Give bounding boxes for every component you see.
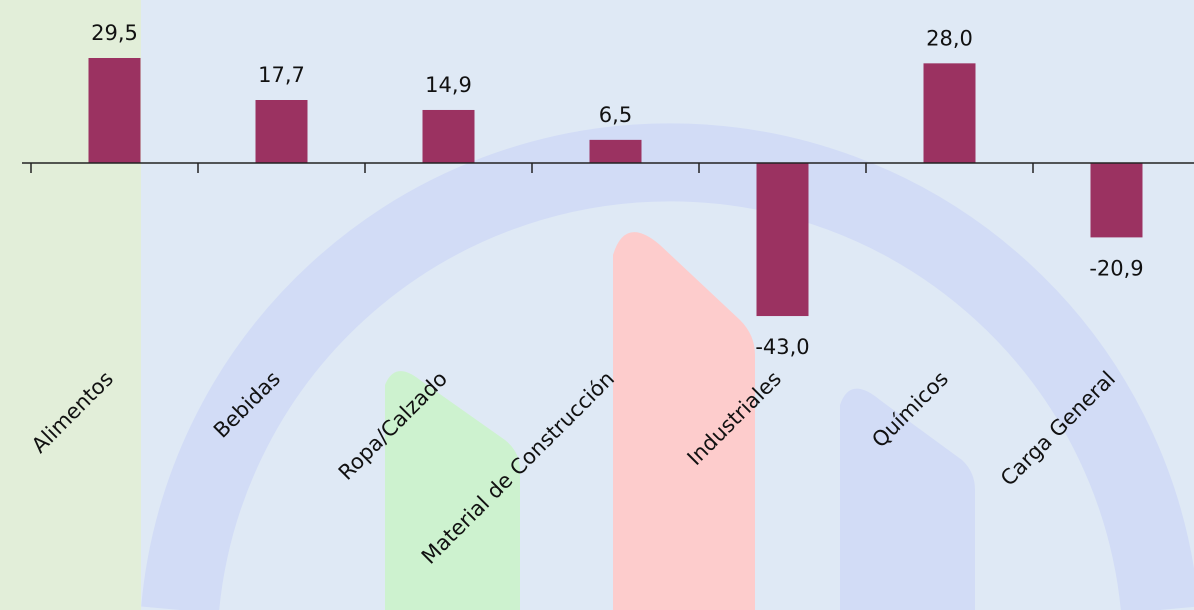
bar	[756, 163, 809, 317]
decorative-shape	[840, 388, 975, 610]
value-label: 29,5	[91, 21, 138, 45]
bar	[923, 63, 976, 163]
value-label: 6,5	[599, 103, 632, 127]
decorative-shape	[385, 371, 520, 610]
decorative-shape	[613, 232, 755, 610]
value-label: 28,0	[926, 26, 973, 50]
bar	[589, 139, 642, 163]
bar	[255, 100, 308, 163]
value-label: 14,9	[425, 73, 472, 97]
bar	[1090, 163, 1143, 238]
value-label: -20,9	[1089, 256, 1143, 280]
value-label: -43,0	[755, 335, 809, 359]
value-label: 17,7	[258, 63, 305, 87]
bar	[88, 58, 141, 163]
bar	[422, 109, 475, 163]
